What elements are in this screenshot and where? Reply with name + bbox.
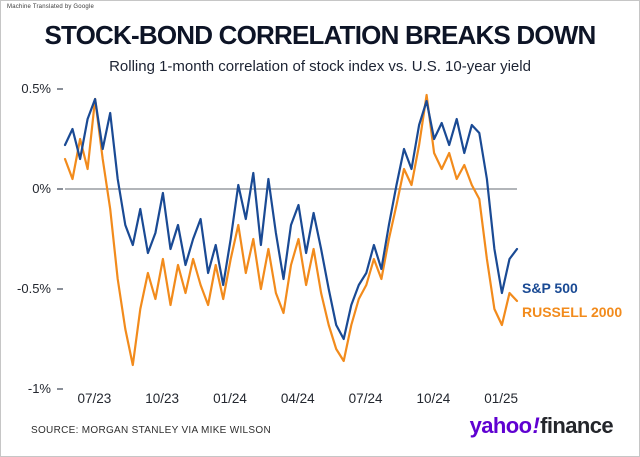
y-axis-tick-label: 0.5% xyxy=(21,81,51,96)
chart-subtitle: Rolling 1-month correlation of stock ind… xyxy=(109,58,531,75)
x-axis-tick-label: 07/24 xyxy=(348,391,383,406)
logo-finance: finance xyxy=(540,413,613,438)
chart-title: STOCK-BOND CORRELATION BREAKS DOWN xyxy=(44,20,596,50)
x-axis-tick-label: 07/23 xyxy=(77,391,112,406)
x-axis-tick-label: 10/24 xyxy=(416,391,451,406)
y-axis-tick-mark xyxy=(57,188,63,190)
logo-yahoo: yahoo xyxy=(469,413,532,438)
x-axis-tick-label: 01/25 xyxy=(484,391,519,406)
x-axis-tick-label: 10/23 xyxy=(145,391,180,406)
x-axis-tick-label: 04/24 xyxy=(280,391,315,406)
series-line-russell-2000 xyxy=(63,93,519,367)
source-credit: SOURCE: MORGAN STANLEY VIA MIKE WILSON xyxy=(31,425,271,436)
series-line-s-p-500 xyxy=(63,97,519,341)
legend-russell2000: RUSSELL 2000 xyxy=(522,304,623,320)
plot-area: S&P 500 RUSSELL 2000 0.5% 0% -0.5% -1% 07/23… xyxy=(1,81,639,441)
translation-watermark: Machine Translated by Google xyxy=(7,4,94,10)
x-axis-tick-label: 01/24 xyxy=(213,391,247,406)
y-axis-tick-mark xyxy=(57,88,63,90)
y-axis-tick-label: 0% xyxy=(32,181,51,196)
logo-exclamation-icon: ! xyxy=(532,413,540,438)
y-axis-tick-label: -0.5% xyxy=(17,281,51,296)
y-axis-tick-mark xyxy=(57,388,63,390)
chart-svg xyxy=(63,93,519,367)
yahoo-finance-logo: yahoo!finance xyxy=(469,413,614,439)
legend-sp500: S&P 500 xyxy=(522,280,578,296)
y-axis-tick-mark xyxy=(57,288,63,290)
y-axis-tick-label: -1% xyxy=(27,381,51,396)
